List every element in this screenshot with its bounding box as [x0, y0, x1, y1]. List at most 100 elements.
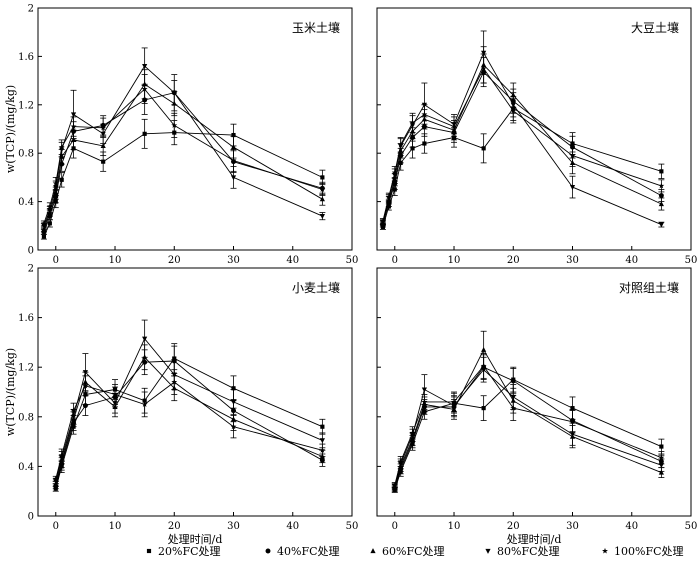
y-tick-label: 2 [28, 4, 34, 15]
legend-marker [602, 547, 608, 554]
x-tick-label: 20 [507, 521, 520, 532]
series-5 [40, 74, 326, 227]
data-point [480, 65, 487, 72]
series-line [394, 348, 662, 488]
data-point [40, 220, 47, 226]
data-point [481, 146, 486, 151]
series-4 [52, 319, 326, 485]
x-tick-label: 20 [168, 521, 181, 532]
data-point [658, 454, 665, 461]
series-1 [40, 118, 326, 240]
data-point [171, 378, 178, 385]
y-tick-label: 0 [28, 512, 34, 523]
legend-marker [370, 548, 376, 554]
data-point [659, 444, 664, 449]
series-line [55, 337, 323, 482]
data-point [171, 90, 177, 96]
data-point [112, 391, 118, 397]
data-point [41, 226, 47, 232]
data-point [141, 401, 148, 407]
data-point [397, 458, 404, 464]
data-point [409, 429, 416, 436]
chart-panel-2: 0 10 20 30 40 50 大豆土壤 [376, 7, 697, 266]
data-point [101, 159, 106, 164]
legend-label: 20%FC处理 [158, 545, 221, 558]
data-point [451, 123, 457, 130]
data-point [320, 424, 325, 429]
data-point [319, 186, 326, 193]
series-3 [40, 69, 326, 233]
panel-title: 玉米土壤 [292, 20, 340, 35]
data-point [451, 398, 457, 405]
data-point [231, 132, 236, 138]
x-tick-label: 30 [566, 255, 579, 266]
series-4 [391, 356, 665, 490]
data-point [421, 387, 427, 393]
x-tick-label: 0 [53, 255, 59, 266]
data-point [410, 146, 415, 151]
series-1 [391, 366, 665, 493]
panel-title: 对照组土壤 [619, 280, 679, 295]
data-point [480, 362, 487, 369]
series-line [43, 92, 323, 232]
x-tick-label: 20 [168, 255, 181, 266]
data-point [82, 382, 89, 389]
series-line [55, 381, 323, 479]
data-point [481, 406, 486, 411]
legend-marker [485, 548, 491, 554]
data-point [100, 124, 107, 131]
data-point [320, 175, 325, 180]
panel-title: 大豆土壤 [631, 20, 679, 35]
data-point [58, 452, 65, 458]
legend-item: 60%FC处理 [370, 545, 445, 558]
plot-frame [37, 7, 353, 251]
data-point [569, 418, 576, 425]
y-tick-label: 0.8 [18, 412, 34, 423]
x-tick-label: 10 [448, 521, 461, 532]
data-point [510, 405, 517, 411]
data-point [70, 137, 77, 142]
x-tick-label: 20 [507, 255, 520, 266]
y-tick-label: 0 [28, 246, 34, 257]
series-5 [391, 353, 665, 488]
data-point [659, 169, 664, 174]
data-point [422, 141, 427, 146]
y-tick-label: 2 [28, 264, 34, 275]
data-point [397, 141, 404, 148]
data-point [481, 346, 487, 352]
x-tick-label: 40 [286, 255, 299, 266]
x-tick-label: 30 [227, 521, 240, 532]
data-point [319, 438, 325, 444]
data-point [231, 386, 236, 391]
y-tick-label: 1.2 [18, 100, 34, 111]
x-axis-title: 处理时间/d [168, 533, 223, 546]
legend: 20%FC处理 40%FC处理 60%FC处理 80%FC处理 100%FC处理 [146, 545, 684, 558]
series-5 [379, 53, 665, 224]
y-tick-label: 1.6 [18, 52, 34, 63]
legend-label: 40%FC处理 [277, 545, 340, 558]
data-point [510, 107, 517, 114]
legend-marker [146, 548, 152, 554]
y-tick-label: 1.6 [18, 313, 34, 324]
legend-item: 100%FC处理 [602, 545, 684, 558]
x-tick-label: 0 [392, 255, 398, 266]
data-point [385, 193, 392, 200]
legend-item: 40%FC处理 [265, 545, 340, 558]
x-tick-label: 30 [227, 255, 240, 266]
x-axis-title: 处理时间/d [507, 533, 562, 546]
y-tick-label: 1.2 [18, 363, 34, 374]
data-point [142, 131, 147, 136]
data-point [658, 201, 664, 207]
y-axis-title: w(TCP)/(mg/kg) [4, 85, 17, 173]
plot-frame [37, 267, 353, 517]
x-tick-label: 40 [286, 521, 299, 532]
y-tick-label: 0.8 [18, 149, 34, 160]
y-axis-title: w(TCP)/(mg/kg) [4, 348, 17, 436]
x-tick-label: 50 [346, 255, 359, 266]
series-line [394, 366, 662, 489]
series-1 [52, 343, 326, 492]
data-point [570, 406, 575, 411]
